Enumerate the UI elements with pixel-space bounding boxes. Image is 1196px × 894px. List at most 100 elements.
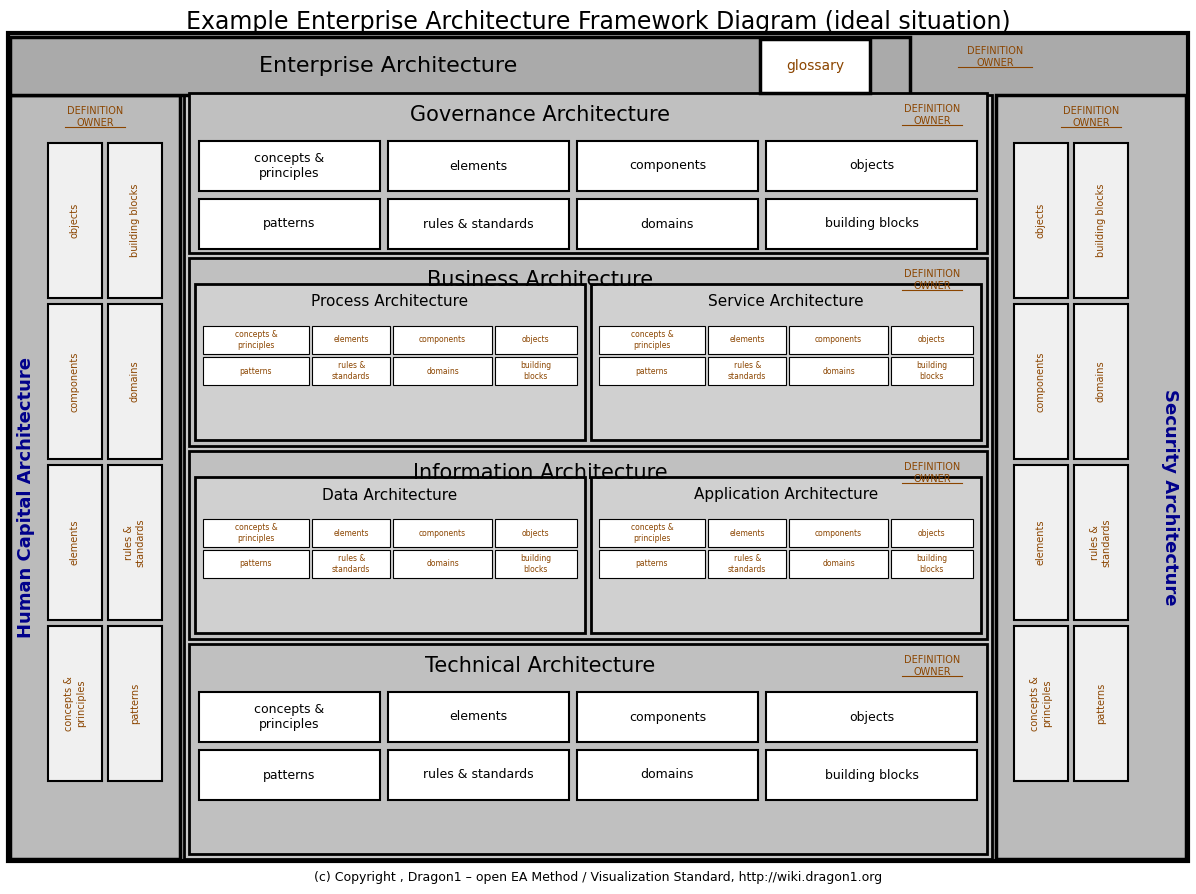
Text: domains: domains — [822, 560, 855, 569]
Text: elements: elements — [730, 335, 765, 344]
Text: concepts &
principles: concepts & principles — [630, 523, 673, 543]
Text: components: components — [814, 335, 862, 344]
Bar — [599, 326, 704, 354]
Text: DEFINITION
OWNER: DEFINITION OWNER — [1063, 106, 1119, 128]
Text: building blocks: building blocks — [130, 184, 140, 257]
Bar — [108, 143, 161, 298]
Text: DEFINITION
OWNER: DEFINITION OWNER — [904, 269, 960, 291]
Text: concepts &
principles: concepts & principles — [630, 330, 673, 350]
Bar — [10, 37, 910, 95]
Bar — [199, 750, 380, 800]
Text: rules &
standards: rules & standards — [728, 361, 767, 381]
Text: concepts &
principles: concepts & principles — [65, 676, 86, 731]
Bar — [1014, 465, 1068, 620]
Bar — [765, 141, 977, 191]
Text: objects: objects — [1036, 203, 1046, 238]
Bar — [599, 519, 704, 547]
Text: components: components — [629, 711, 706, 723]
Text: objects: objects — [919, 528, 946, 537]
Bar — [393, 357, 492, 385]
Text: objects: objects — [849, 711, 893, 723]
Text: rules &
standards: rules & standards — [1091, 519, 1112, 567]
Text: rules & standards: rules & standards — [423, 769, 533, 781]
Text: patterns: patterns — [636, 367, 669, 375]
Bar — [891, 357, 974, 385]
Bar — [765, 692, 977, 742]
Bar — [388, 750, 569, 800]
Text: DEFINITION
OWNER: DEFINITION OWNER — [67, 106, 123, 128]
Bar — [599, 550, 704, 578]
Bar — [789, 357, 887, 385]
Bar — [199, 141, 380, 191]
Text: patterns: patterns — [636, 560, 669, 569]
Text: building
blocks: building blocks — [520, 361, 551, 381]
Bar — [708, 357, 787, 385]
Text: domains: domains — [641, 769, 694, 781]
Text: DEFINITION
OWNER: DEFINITION OWNER — [966, 46, 1023, 68]
Text: building
blocks: building blocks — [916, 554, 947, 574]
Text: Enterprise Architecture: Enterprise Architecture — [258, 56, 517, 76]
Bar — [495, 357, 576, 385]
Bar — [495, 550, 576, 578]
Text: building blocks: building blocks — [1096, 184, 1106, 257]
Text: Application Architecture: Application Architecture — [694, 487, 878, 502]
Text: concepts &
principles: concepts & principles — [234, 523, 277, 543]
Text: domains: domains — [130, 360, 140, 402]
Bar — [576, 199, 758, 249]
Text: Human Capital Architecture: Human Capital Architecture — [17, 357, 35, 637]
Text: Example Enterprise Architecture Framework Diagram (ideal situation): Example Enterprise Architecture Framewor… — [185, 10, 1011, 34]
Text: domains: domains — [641, 217, 694, 231]
Text: patterns: patterns — [263, 769, 316, 781]
Bar — [312, 357, 390, 385]
Bar — [495, 519, 576, 547]
Bar — [891, 326, 974, 354]
Bar — [10, 95, 181, 859]
Bar — [388, 199, 569, 249]
Bar — [388, 141, 569, 191]
Text: building
blocks: building blocks — [916, 361, 947, 381]
Bar — [48, 465, 102, 620]
Bar — [48, 304, 102, 459]
Text: patterns: patterns — [263, 217, 316, 231]
Bar — [576, 750, 758, 800]
Text: Governance Architecture: Governance Architecture — [410, 105, 670, 125]
Bar — [189, 93, 987, 253]
Bar — [591, 284, 981, 440]
Bar — [708, 326, 787, 354]
Text: elements: elements — [450, 711, 507, 723]
Bar — [203, 519, 309, 547]
Text: domains: domains — [426, 367, 459, 375]
Bar — [189, 258, 987, 446]
Bar — [789, 519, 887, 547]
Text: components: components — [814, 528, 862, 537]
Bar — [591, 477, 981, 633]
Text: rules &
standards: rules & standards — [124, 519, 146, 567]
Text: elements: elements — [730, 528, 765, 537]
Bar — [765, 750, 977, 800]
Text: building blocks: building blocks — [824, 217, 919, 231]
Text: Service Architecture: Service Architecture — [708, 294, 864, 309]
Bar — [195, 284, 585, 440]
Bar — [312, 519, 390, 547]
Text: domains: domains — [822, 367, 855, 375]
Text: objects: objects — [521, 335, 550, 344]
Bar — [108, 304, 161, 459]
Text: building
blocks: building blocks — [520, 554, 551, 574]
Text: concepts &
principles: concepts & principles — [255, 152, 324, 180]
Bar — [789, 550, 887, 578]
Bar — [312, 326, 390, 354]
Text: patterns: patterns — [1096, 683, 1106, 724]
Bar — [388, 692, 569, 742]
Text: objects: objects — [849, 159, 893, 173]
Bar — [393, 550, 492, 578]
Text: concepts &
principles: concepts & principles — [1030, 676, 1051, 731]
Bar — [765, 199, 977, 249]
Bar — [495, 326, 576, 354]
Text: DEFINITION
OWNER: DEFINITION OWNER — [904, 655, 960, 677]
Bar — [189, 451, 987, 639]
Bar — [1074, 304, 1128, 459]
Text: elements: elements — [71, 519, 80, 565]
Text: Business Architecture: Business Architecture — [427, 270, 653, 290]
Text: elements: elements — [450, 159, 507, 173]
Text: components: components — [71, 351, 80, 412]
